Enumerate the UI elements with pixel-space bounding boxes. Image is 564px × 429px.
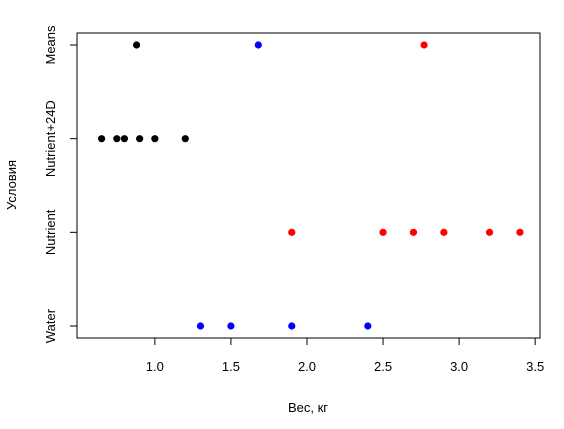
y-tick-label: Nutrient	[43, 209, 58, 255]
y-tick-label: Means	[43, 25, 58, 65]
x-tick-label: 1.0	[146, 359, 164, 374]
x-tick-label: 2.5	[374, 359, 392, 374]
data-point	[364, 322, 372, 330]
y-axis: Water Nutrient Nutrient+24D Means	[43, 25, 78, 343]
data-point	[254, 41, 262, 49]
plot-frame	[76, 32, 541, 339]
x-tick-label: 3.0	[450, 359, 468, 374]
data-point	[288, 228, 296, 236]
y-axis-label: Условия	[4, 160, 19, 210]
x-axis-label: Вес, кг	[288, 400, 328, 415]
data-point	[516, 228, 524, 236]
data-point	[181, 135, 189, 143]
data-point	[485, 228, 494, 236]
data-point	[227, 322, 235, 330]
data-point	[120, 135, 129, 143]
data-point	[288, 322, 296, 330]
data-point	[132, 41, 141, 49]
y-tick-label: Nutrient+24D	[43, 100, 58, 177]
data-point	[196, 322, 205, 330]
x-axis: 1.0 1.5 2.0 2.5 3.0 3.5	[146, 337, 544, 374]
x-tick-label: 1.5	[222, 359, 240, 374]
y-tick-label: Water	[43, 308, 58, 343]
data-point	[379, 228, 387, 236]
data-point	[420, 41, 428, 49]
data-point	[113, 135, 121, 143]
data-point	[136, 135, 144, 143]
data-point	[409, 228, 418, 236]
data-point	[151, 135, 159, 143]
data-points	[98, 41, 524, 330]
data-point	[440, 228, 448, 236]
x-tick-label: 2.0	[298, 359, 316, 374]
data-point	[98, 135, 106, 143]
x-tick-label: 3.5	[526, 359, 544, 374]
